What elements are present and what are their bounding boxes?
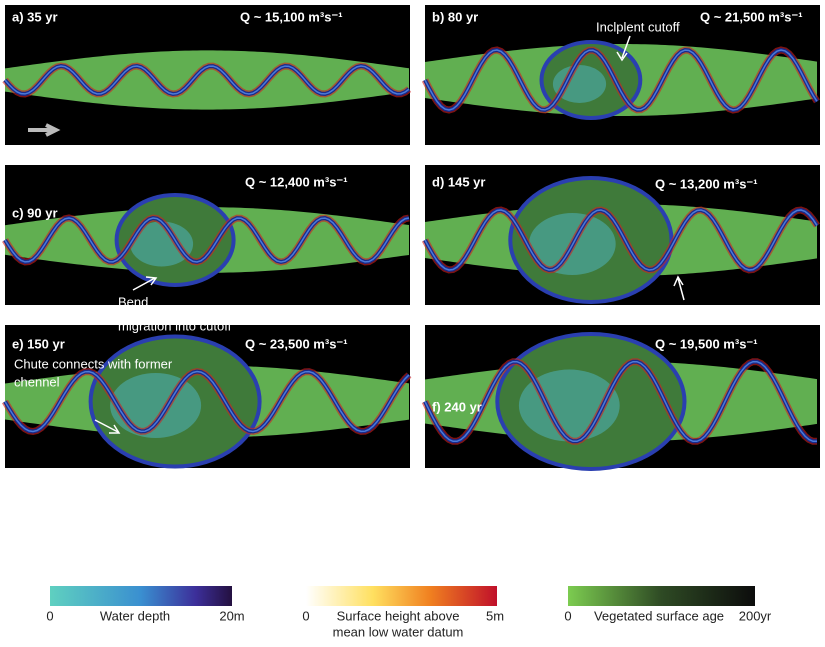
colorbar-subtitle: mean low water datum [333, 624, 464, 639]
annotation: Bend [118, 294, 148, 309]
colorbar-title: Water depth [100, 608, 170, 623]
panels [5, 5, 820, 469]
colorbar [568, 586, 755, 606]
colorbar-title: Vegetated surface age [594, 608, 724, 623]
annotation: Inclplent cutoff [596, 19, 680, 34]
figure: a) 35 yr Q ~ 15,100 m³s⁻¹ b) 80 yr Q ~ 2… [0, 0, 825, 642]
panel-label: c) 90 yr [12, 205, 58, 220]
colorbar-min: 0 [564, 608, 571, 623]
discharge: Q ~ 21,500 m³s⁻¹ [700, 9, 803, 24]
panel-label: d) 145 yr [432, 174, 485, 189]
discharge: Q ~ 13,200 m³s⁻¹ [655, 176, 758, 191]
annotation: Chute connects with former [14, 356, 173, 371]
annotation: Inclplent cutoff [663, 304, 747, 319]
annotation: chennel [14, 374, 60, 389]
colorbar-max: 200yr [739, 608, 772, 623]
panel-label: b) 80 yr [432, 9, 478, 24]
colorbar-max: 20m [219, 608, 244, 623]
discharge: Q ~ 15,100 m³s⁻¹ [240, 9, 343, 24]
panel-label: f) 240 yr [432, 399, 482, 414]
discharge: Q ~ 23,500 m³s⁻¹ [245, 336, 348, 351]
colorbar-min: 0 [46, 608, 53, 623]
colorbar-min: 0 [302, 608, 309, 623]
colorbar [306, 586, 497, 606]
discharge: Q ~ 12,400 m³s⁻¹ [245, 174, 348, 189]
annotation: migration into cutoff [118, 318, 232, 333]
discharge: Q ~ 19,500 m³s⁻¹ [655, 336, 758, 351]
scale-bar-label: 10 km [319, 528, 356, 543]
colorbar-max: 5m [486, 608, 504, 623]
panel-label: a) 35 yr [12, 9, 58, 24]
panel-label: e) 150 yr [12, 336, 65, 351]
colorbar-title: Surface height above [337, 608, 460, 623]
colorbar [50, 586, 232, 606]
